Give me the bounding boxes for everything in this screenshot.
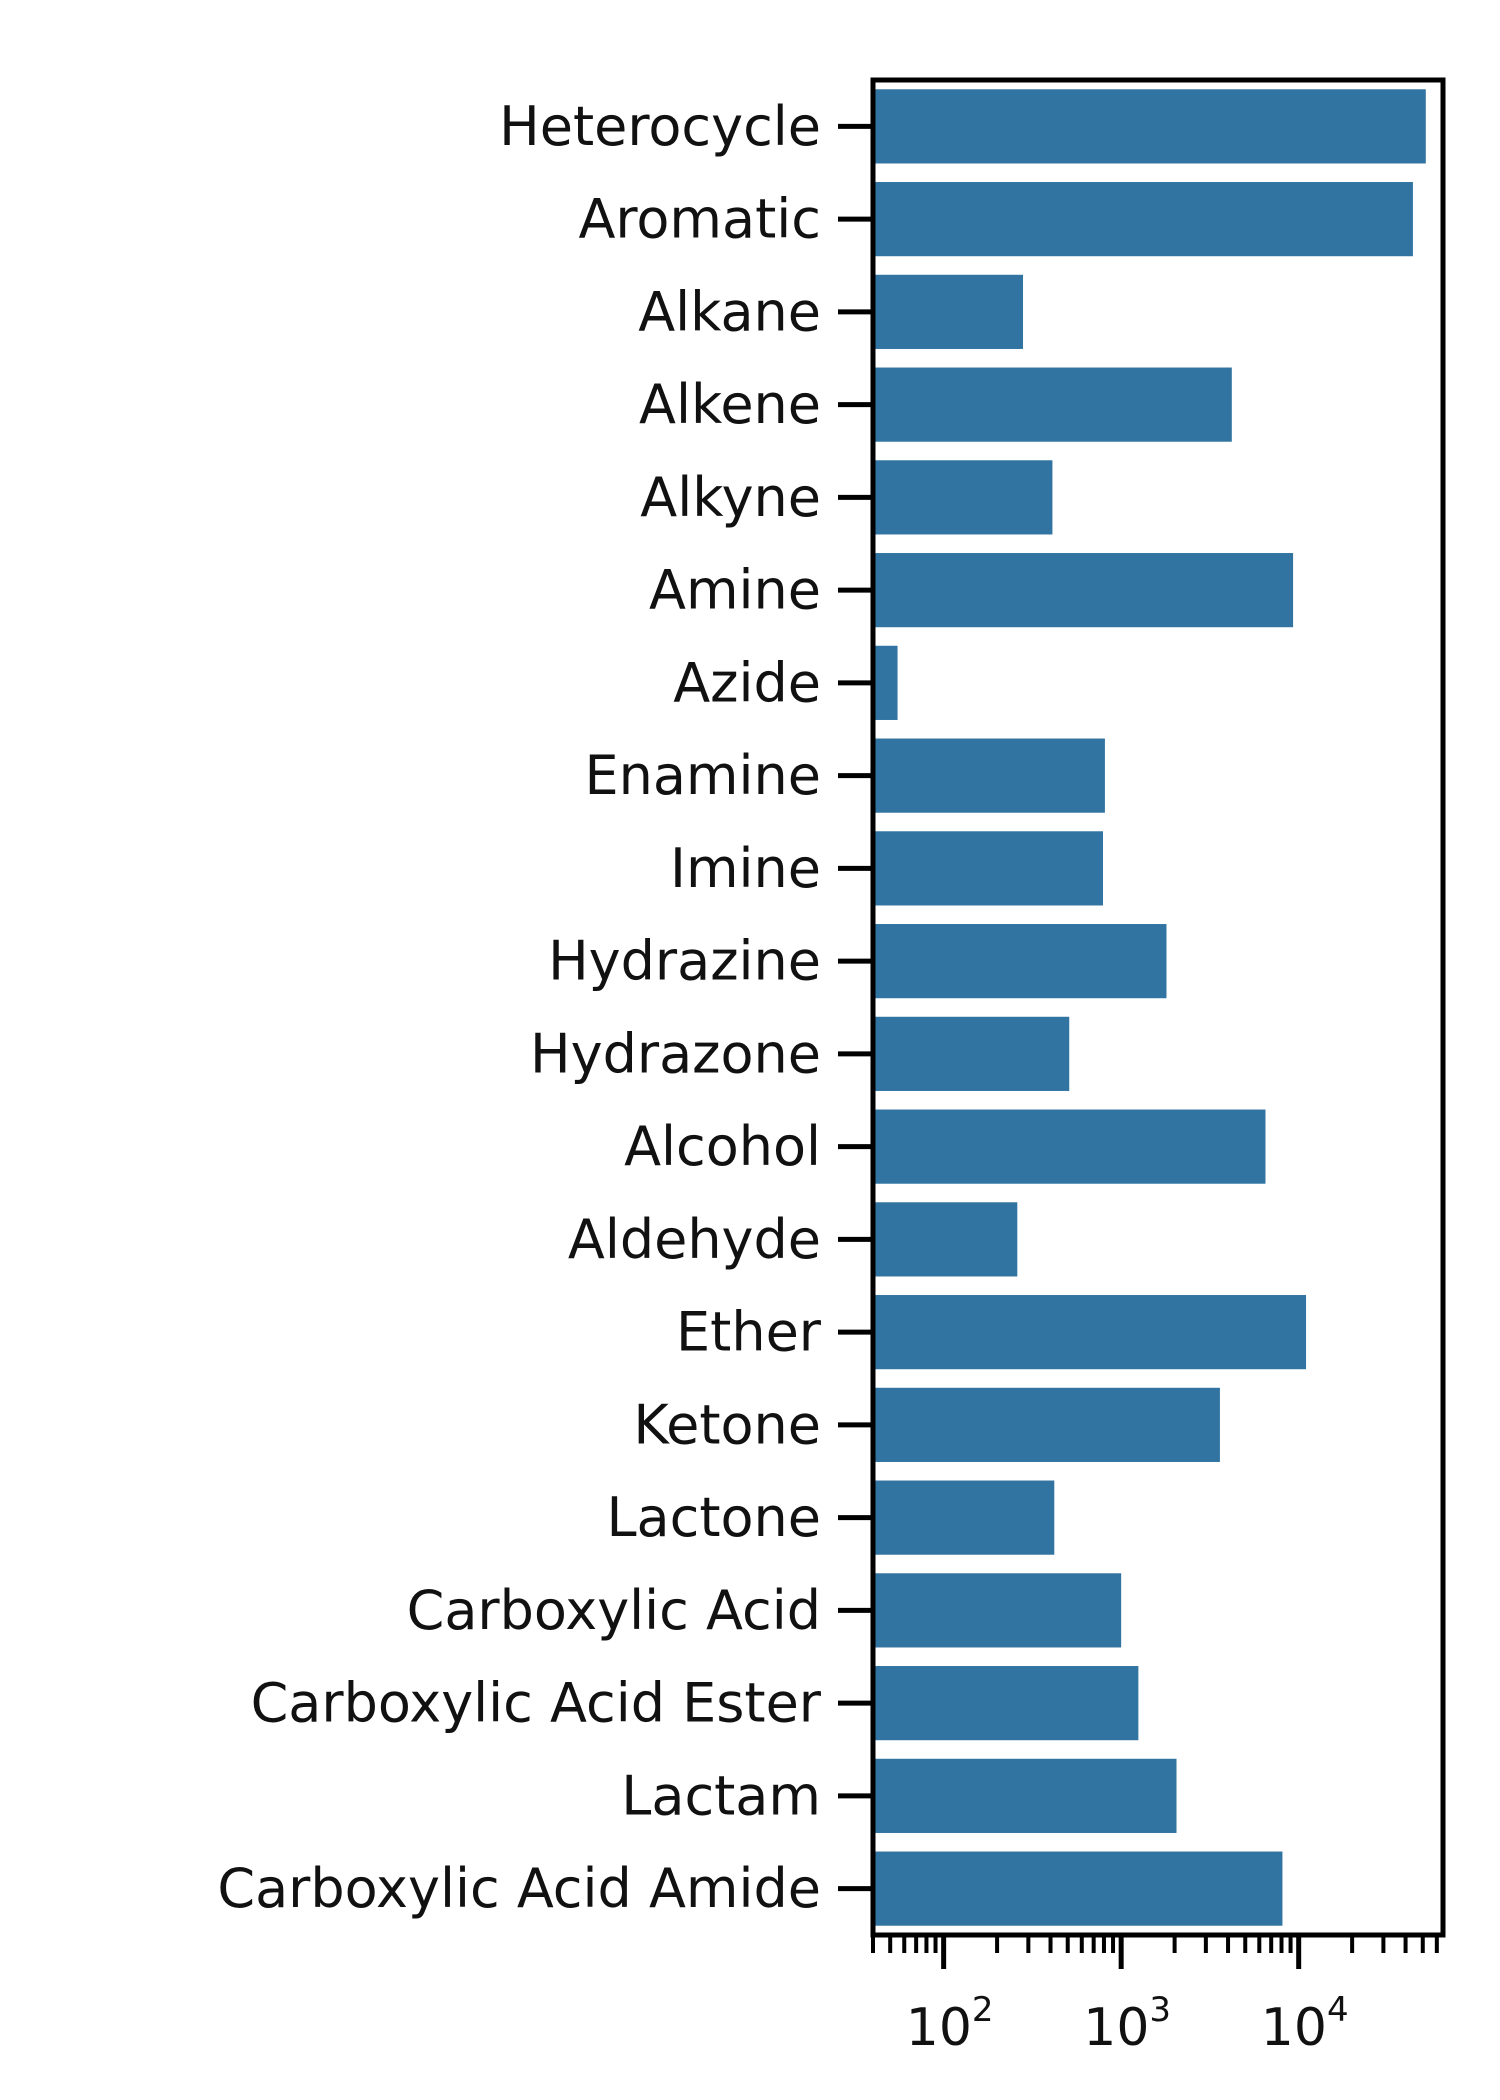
bar-carboxylic-acid-amide: [873, 1851, 1283, 1926]
x-tick-label-base: 10: [1083, 1998, 1149, 2058]
category-label-enamine: Enamine: [585, 744, 822, 807]
bar-azide: [873, 645, 898, 720]
bar-carboxylic-acid: [873, 1573, 1122, 1648]
bar-alkyne: [873, 460, 1053, 535]
bar-heterocycle: [873, 89, 1426, 164]
category-label-aromatic: Aromatic: [578, 188, 821, 251]
x-tick-label-exponent: 4: [1327, 1990, 1349, 2030]
category-label-alkane: Alkane: [638, 280, 821, 343]
bar-ether: [873, 1295, 1307, 1370]
category-label-lactone: Lactone: [606, 1486, 821, 1549]
bar-ketone: [873, 1387, 1220, 1462]
bar-aromatic: [873, 182, 1413, 257]
category-labels: Heterocycle Aromatic Alkane Alkene Alkyne Ami…: [217, 95, 873, 1920]
category-label-alcohol: Alcohol: [624, 1115, 821, 1178]
category-label-ketone: Ketone: [633, 1393, 821, 1456]
category-label-ether: Ether: [676, 1301, 822, 1364]
bar-imine: [873, 831, 1103, 906]
x-tick-label-exponent: 2: [972, 1990, 994, 2030]
category-label-carboxylic-acid-ester: Carboxylic Acid Ester: [251, 1672, 822, 1735]
category-label-azide: Azide: [673, 651, 821, 714]
bar-lactam: [873, 1758, 1177, 1833]
x-tick-label: 104: [1261, 1990, 1349, 2058]
x-tick-label: 102: [906, 1990, 994, 2058]
bar-alcohol: [873, 1109, 1266, 1184]
category-label-alkene: Alkene: [639, 373, 821, 436]
bar-carboxylic-acid-ester: [873, 1666, 1139, 1741]
x-axis-ticks: 102 103 104: [871, 1935, 1439, 2058]
category-label-imine: Imine: [670, 837, 821, 900]
category-label-heterocycle: Heterocycle: [499, 95, 821, 158]
category-label-hydrazone: Hydrazone: [530, 1022, 821, 1085]
category-label-carboxylic-acid-amide: Carboxylic Acid Amide: [217, 1857, 821, 1920]
bar-amine: [873, 553, 1294, 628]
x-tick-label-base: 10: [906, 1998, 972, 2058]
bar-alkane: [873, 274, 1024, 349]
category-label-aldehyde: Aldehyde: [568, 1208, 821, 1271]
x-tick-label-exponent: 3: [1149, 1990, 1171, 2030]
plot-frame: [870, 77, 1446, 1938]
bar-aldehyde: [873, 1202, 1018, 1277]
bar-hydrazone: [873, 1016, 1070, 1091]
category-label-hydrazine: Hydrazine: [548, 930, 821, 993]
category-label-alkyne: Alkyne: [640, 466, 821, 529]
category-label-carboxylic-acid: Carboxylic Acid: [407, 1579, 821, 1642]
bars-group: [873, 89, 1426, 1926]
bar-alkene: [873, 367, 1232, 442]
bar-lactone: [873, 1480, 1055, 1555]
x-tick-label: 103: [1083, 1990, 1171, 2058]
bar-enamine: [873, 738, 1105, 813]
bar-hydrazine: [873, 924, 1167, 999]
x-tick-label-base: 10: [1261, 1998, 1327, 2058]
category-label-amine: Amine: [649, 559, 821, 622]
category-label-lactam: Lactam: [621, 1764, 821, 1827]
